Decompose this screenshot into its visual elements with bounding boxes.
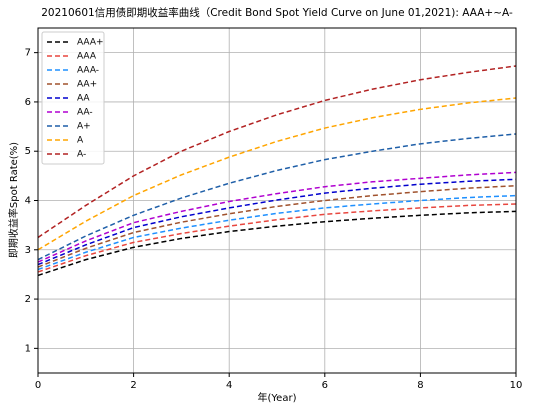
x-axis-label: 年(Year) xyxy=(258,391,297,404)
chart-title: 20210601信用债即期收益率曲线（Credit Bond Spot Yiel… xyxy=(41,6,513,19)
x-tick-label: 4 xyxy=(226,380,232,391)
legend-label: AA+ xyxy=(77,80,97,90)
y-tick-label: 3 xyxy=(25,245,31,256)
line-series xyxy=(37,184,517,268)
y-tick-label: 2 xyxy=(25,294,31,305)
legend-label: A xyxy=(77,136,84,146)
x-tick-label: 6 xyxy=(322,380,328,391)
legend-box xyxy=(41,31,105,165)
plot-frame xyxy=(37,27,517,374)
y-tick-label: 6 xyxy=(25,97,31,108)
x-tick-label: 0 xyxy=(35,380,41,391)
legend-label: AA xyxy=(77,94,90,104)
line-series xyxy=(37,65,517,239)
y-axis-label: 即期收益率Spot Rate(%) xyxy=(7,142,20,258)
legend-label: AAA- xyxy=(77,66,99,76)
x-tick-label: 2 xyxy=(130,380,136,391)
legend-label: AA- xyxy=(77,108,93,118)
legend-label: AAA+ xyxy=(77,38,104,48)
line-series xyxy=(37,178,517,266)
legend-label: AAA xyxy=(77,52,97,62)
line-series xyxy=(37,194,517,271)
y-tick-label: 4 xyxy=(25,196,31,207)
line-series xyxy=(37,210,517,277)
legend-label: A- xyxy=(77,150,86,160)
x-tick-label: 8 xyxy=(417,380,423,391)
line-series xyxy=(37,97,517,251)
y-tick-label: 1 xyxy=(25,343,31,354)
x-tick-label: 10 xyxy=(510,380,523,391)
legend-label: A+ xyxy=(77,122,91,132)
y-tick-label: 7 xyxy=(25,48,31,59)
line-series xyxy=(37,171,517,263)
line-series xyxy=(37,133,517,261)
y-tick-label: 5 xyxy=(25,146,31,157)
line-series xyxy=(37,203,517,273)
